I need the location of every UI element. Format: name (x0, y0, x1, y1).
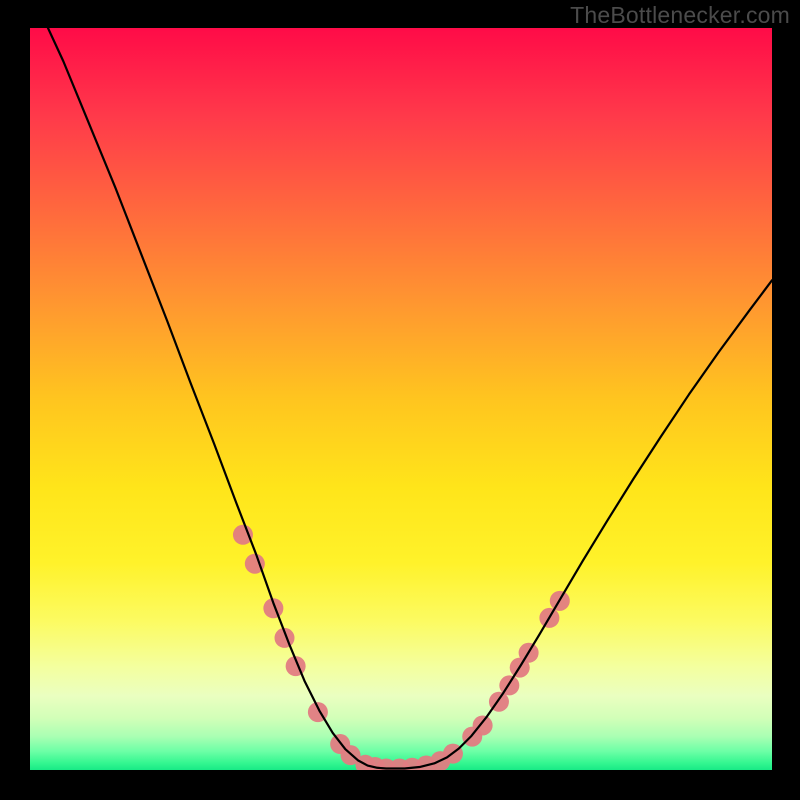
stage: TheBottlenecker.com (0, 0, 800, 800)
curve-marker (473, 715, 493, 735)
bottleneck-curve (41, 28, 772, 769)
chart-plot-area (30, 28, 772, 770)
curve-marker (233, 525, 253, 545)
watermark-text: TheBottlenecker.com (570, 2, 790, 29)
curve-markers (233, 525, 570, 770)
curve-layer (30, 28, 772, 770)
